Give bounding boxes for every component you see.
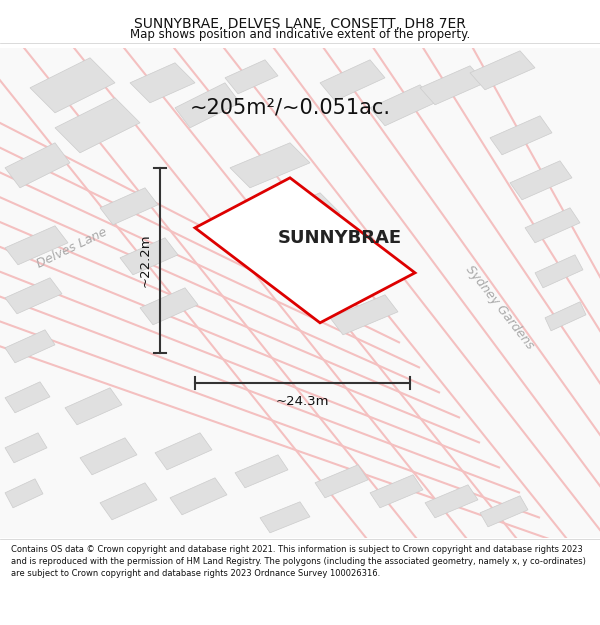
Polygon shape	[100, 188, 158, 225]
Polygon shape	[260, 502, 310, 532]
Polygon shape	[5, 382, 50, 412]
Polygon shape	[55, 98, 140, 152]
Polygon shape	[225, 60, 278, 94]
Polygon shape	[370, 475, 423, 508]
Polygon shape	[5, 479, 43, 508]
Polygon shape	[170, 478, 227, 515]
Polygon shape	[315, 465, 368, 498]
Polygon shape	[5, 330, 55, 362]
Polygon shape	[490, 116, 552, 155]
Polygon shape	[175, 82, 240, 127]
Polygon shape	[420, 66, 485, 105]
Text: ~22.2m: ~22.2m	[139, 234, 152, 287]
Polygon shape	[5, 278, 62, 314]
Polygon shape	[80, 438, 137, 475]
Polygon shape	[130, 62, 195, 102]
Polygon shape	[230, 142, 310, 188]
Polygon shape	[260, 192, 340, 238]
Polygon shape	[65, 388, 122, 425]
Polygon shape	[5, 226, 68, 265]
Polygon shape	[195, 177, 415, 322]
Text: ~24.3m: ~24.3m	[276, 395, 329, 408]
Polygon shape	[470, 51, 535, 90]
Text: Delves Lane: Delves Lane	[35, 225, 109, 271]
Polygon shape	[510, 161, 572, 200]
Polygon shape	[235, 455, 288, 488]
Polygon shape	[535, 255, 583, 288]
Polygon shape	[5, 142, 70, 188]
Polygon shape	[370, 85, 435, 126]
Polygon shape	[5, 432, 47, 462]
Polygon shape	[480, 496, 528, 527]
Polygon shape	[100, 482, 157, 520]
Polygon shape	[30, 58, 115, 112]
Polygon shape	[155, 432, 212, 470]
Polygon shape	[300, 242, 375, 285]
Polygon shape	[120, 238, 178, 275]
Polygon shape	[330, 295, 398, 335]
Text: Contains OS data © Crown copyright and database right 2021. This information is : Contains OS data © Crown copyright and d…	[11, 545, 586, 578]
Text: SUNNYBRAE: SUNNYBRAE	[278, 229, 402, 247]
Text: ~205m²/~0.051ac.: ~205m²/~0.051ac.	[190, 98, 391, 118]
Polygon shape	[320, 60, 385, 101]
Polygon shape	[525, 208, 580, 242]
Text: Sydney Gardens: Sydney Gardens	[463, 263, 536, 352]
Polygon shape	[140, 288, 198, 325]
Polygon shape	[545, 302, 586, 331]
Text: Map shows position and indicative extent of the property.: Map shows position and indicative extent…	[130, 28, 470, 41]
Polygon shape	[425, 485, 478, 518]
Text: SUNNYBRAE, DELVES LANE, CONSETT, DH8 7ER: SUNNYBRAE, DELVES LANE, CONSETT, DH8 7ER	[134, 18, 466, 31]
